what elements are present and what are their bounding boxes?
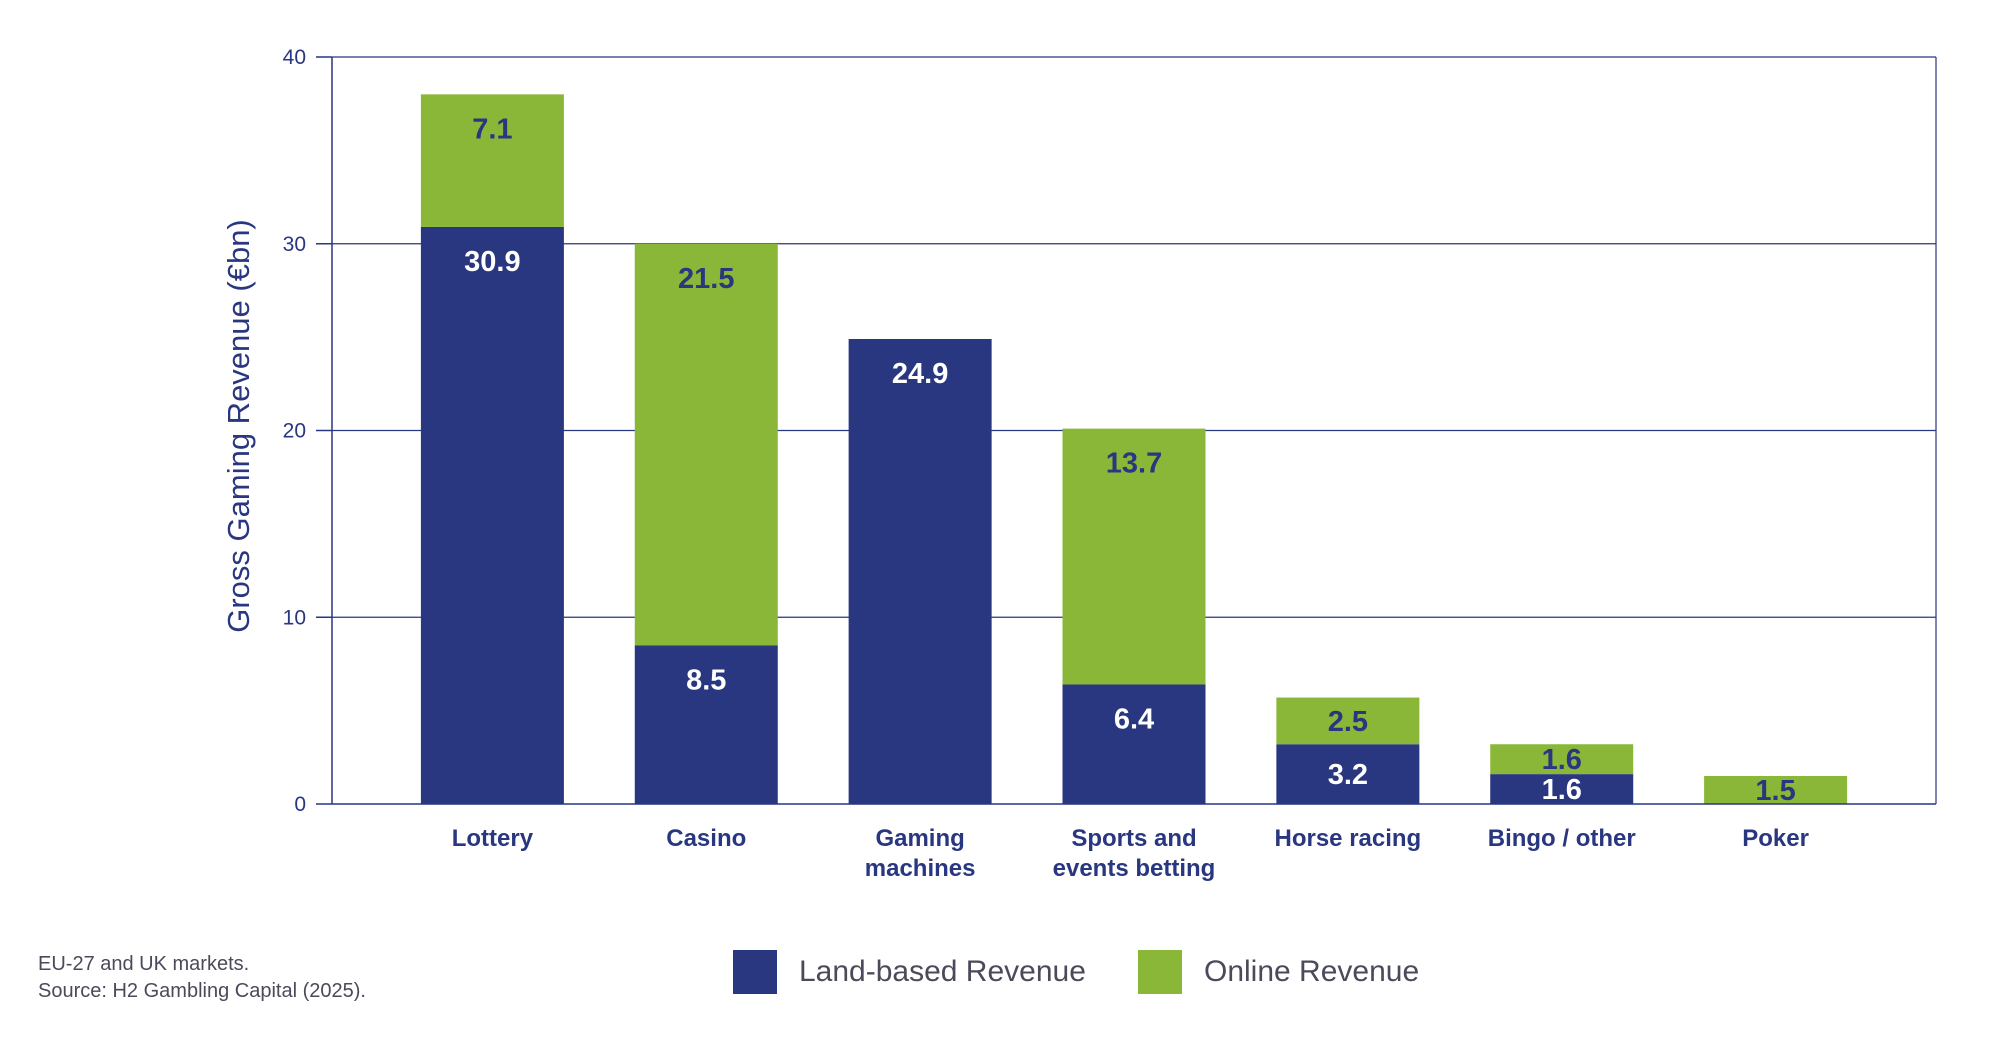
y-tick-label: 20 <box>283 420 306 443</box>
bar-online <box>1276 697 1420 745</box>
bar-online <box>634 243 778 646</box>
land-based-swatch <box>733 950 777 994</box>
bar-land-based <box>848 338 992 804</box>
data-label-online: 13.7 <box>1106 448 1162 480</box>
note-source: Source: H2 Gambling Capital (2025). <box>38 980 366 1002</box>
x-tick-label: Bingo / other <box>1488 825 1636 852</box>
legend-label-online: Online Revenue <box>1204 955 1420 988</box>
bar-land-based <box>420 226 564 804</box>
legend-item-land-based: Land-based Revenue <box>733 950 1086 994</box>
x-tick-label: Lottery <box>452 825 534 852</box>
x-tick-label: Casino <box>666 825 746 852</box>
x-tick-label: machines <box>865 855 976 882</box>
y-tick-label: 40 <box>283 46 306 69</box>
data-label-land-based: 30.9 <box>464 246 520 278</box>
bar-land-based <box>1276 744 1420 804</box>
y-tick-label: 10 <box>283 606 306 629</box>
online-swatch <box>1138 950 1182 994</box>
bar-online <box>1062 428 1206 685</box>
data-label-land-based: 24.9 <box>892 358 948 390</box>
bar-online <box>420 94 564 227</box>
axes: 0 10 20 30 40 Lottery Casino Gaming machines Spor… <box>283 46 1937 882</box>
legend-label-land-based: Land-based Revenue <box>799 955 1086 988</box>
data-label-land-based: 1.6 <box>1542 774 1582 806</box>
y-tick-label: 0 <box>294 793 306 816</box>
data-label-online: 1.5 <box>1755 775 1795 807</box>
data-label-online: 2.5 <box>1328 706 1368 738</box>
data-label-online: 7.1 <box>472 113 512 145</box>
y-tick-label: 30 <box>283 233 306 256</box>
bar-land-based <box>1062 684 1206 804</box>
data-label-online: 21.5 <box>678 263 734 295</box>
bar-online <box>1490 744 1634 775</box>
bar-land-based <box>1490 774 1634 804</box>
bar-online <box>1704 775 1848 804</box>
data-label-land-based: 6.4 <box>1114 703 1154 735</box>
y-axis-title: Gross Gaming Revenue (€bn) <box>221 219 256 633</box>
x-tick-label: Gaming <box>875 825 964 852</box>
x-tick-label: events betting <box>1053 855 1216 882</box>
data-label-land-based: 8.5 <box>686 664 726 696</box>
bar-land-based <box>634 645 778 804</box>
data-label-land-based: 3.2 <box>1328 759 1368 791</box>
legend-item-online: Online Revenue <box>1138 950 1419 994</box>
x-tick-label: Poker <box>1742 825 1809 852</box>
x-tick-label: Horse racing <box>1275 825 1422 852</box>
x-tick-label: Sports and <box>1071 825 1196 852</box>
note-markets: EU-27 and UK markets. <box>38 953 250 975</box>
data-label-online: 1.6 <box>1542 744 1582 776</box>
bars: 30.9 7.1 8.5 21.5 24.9 6.4 13.7 3.2 2.5 1.61.6 1.5 <box>420 94 1848 807</box>
